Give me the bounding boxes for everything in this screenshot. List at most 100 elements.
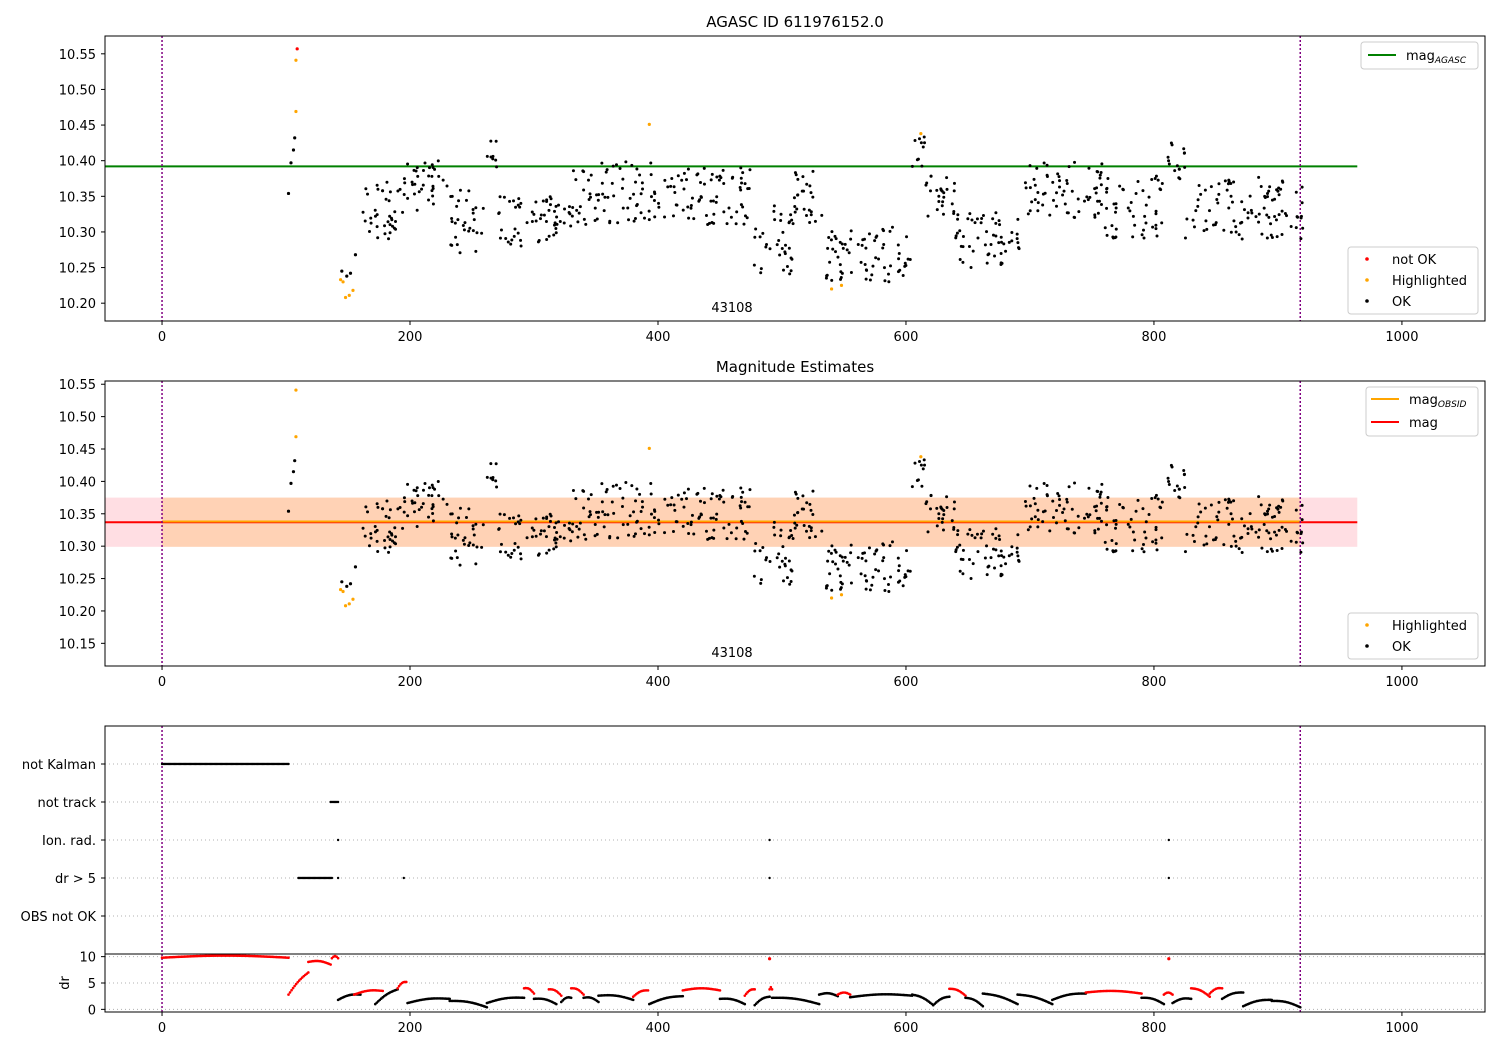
ok-point <box>516 545 520 549</box>
ok-point <box>508 199 512 203</box>
ok-point <box>1114 542 1118 546</box>
ok-point <box>682 171 686 175</box>
ok-point <box>586 178 590 182</box>
ok-point <box>682 187 686 191</box>
ok-point <box>582 217 586 221</box>
ok-point <box>600 161 604 165</box>
ok-point <box>554 541 558 545</box>
ok-point <box>1257 535 1261 539</box>
ok-point <box>441 497 445 501</box>
ok-point <box>922 135 926 139</box>
ok-point <box>489 155 493 159</box>
ok-point <box>467 543 471 547</box>
ok-point <box>802 189 806 193</box>
ok-point <box>882 266 886 270</box>
ok-point <box>1160 181 1164 185</box>
ok-point <box>887 280 891 284</box>
ok-point <box>361 526 365 530</box>
ok-point <box>991 532 995 536</box>
ok-point <box>1262 206 1266 210</box>
ok-point <box>838 574 842 578</box>
ok-point <box>847 251 851 255</box>
ok-point <box>702 182 706 186</box>
ok-point <box>612 511 616 515</box>
ok-point <box>940 520 944 524</box>
ok-point <box>375 502 379 506</box>
ok-point <box>1143 530 1147 534</box>
data-points <box>286 47 1305 300</box>
ok-point <box>574 178 578 182</box>
ok-point <box>1262 523 1266 527</box>
ok-point <box>921 145 925 149</box>
ok-point <box>611 164 615 168</box>
ok-point <box>394 542 398 546</box>
ok-point <box>519 244 523 248</box>
ok-point <box>498 195 502 199</box>
ok-point <box>862 237 866 241</box>
ok-point <box>868 588 872 592</box>
ok-point <box>779 212 783 216</box>
ok-point <box>719 495 723 499</box>
y-tick-label: 10.20 <box>59 605 96 620</box>
dr-point <box>768 988 771 991</box>
ok-point <box>789 269 793 273</box>
ok-point <box>649 195 653 199</box>
ok-point <box>467 507 471 511</box>
ok-point <box>772 520 776 524</box>
ok-point <box>864 246 868 250</box>
ok-point <box>462 542 466 546</box>
ok-point <box>489 462 493 466</box>
ok-point <box>985 230 989 234</box>
dr-point <box>964 994 967 997</box>
ok-point <box>973 536 977 540</box>
ok-point <box>741 205 745 209</box>
ok-point <box>1099 183 1103 187</box>
dr-point <box>646 989 650 992</box>
axes-frame <box>104 35 1486 322</box>
ok-point <box>506 553 510 557</box>
ok-point <box>474 249 478 253</box>
ok-point <box>608 536 612 540</box>
ok-point <box>621 206 625 210</box>
ok-point <box>794 492 798 496</box>
dr-point <box>981 1004 985 1008</box>
ok-point <box>618 486 622 490</box>
ok-point <box>588 192 592 196</box>
dr-point <box>848 993 852 996</box>
dr-point <box>288 991 292 994</box>
ok-point <box>920 484 924 488</box>
ok-point <box>905 235 909 239</box>
ok-point <box>1202 543 1206 547</box>
ok-point <box>412 192 416 196</box>
ok-point <box>497 211 501 215</box>
y-axis-label: dr <box>58 976 73 990</box>
dr-point <box>485 1005 489 1009</box>
ok-point <box>366 510 370 514</box>
ok-point <box>495 485 499 489</box>
ok-point <box>752 574 756 578</box>
ok-point <box>1036 190 1040 194</box>
ok-point <box>1183 485 1187 489</box>
ok-point <box>903 261 907 265</box>
ok-point <box>775 243 779 247</box>
ok-point <box>388 190 392 194</box>
ok-point <box>1263 195 1267 199</box>
ok-point <box>735 526 739 530</box>
ok-point <box>571 522 575 526</box>
ok-point <box>519 201 523 205</box>
ok-point <box>742 222 746 226</box>
ok-point <box>739 203 743 207</box>
ok-point <box>952 189 956 193</box>
ok-point <box>721 488 725 492</box>
dr-point <box>522 996 526 1000</box>
ok-point <box>820 213 824 217</box>
ok-point <box>1239 536 1243 540</box>
ok-point <box>754 542 758 546</box>
ok-point <box>1227 178 1231 182</box>
ok-point <box>582 506 586 510</box>
ok-point <box>925 181 929 185</box>
ok-point <box>485 475 489 479</box>
ok-point <box>555 222 559 226</box>
ok-point <box>1294 508 1298 512</box>
ok-point <box>663 178 667 182</box>
